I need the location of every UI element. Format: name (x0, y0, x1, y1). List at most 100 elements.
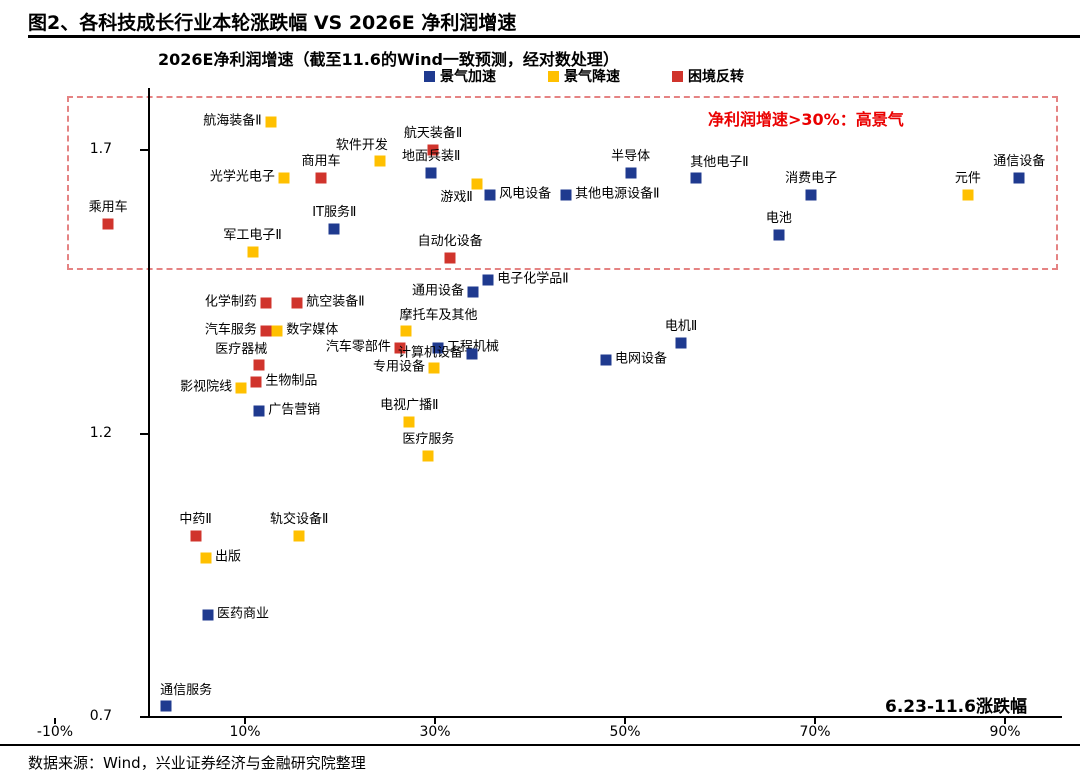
scatter-point (1013, 172, 1025, 184)
x-tick-label: 30% (419, 724, 451, 740)
x-tick-mark (814, 718, 816, 724)
scatter-point-label: 元件 (954, 171, 981, 187)
scatter-point-label: 风电设备 (499, 186, 552, 202)
scatter-point-label: IT服务Ⅱ (312, 205, 357, 221)
scatter-point-label: 电机Ⅱ (664, 318, 698, 334)
scatter-point-label: 商用车 (301, 154, 341, 170)
scatter-point (690, 172, 702, 184)
scatter-point (315, 172, 327, 184)
high-growth-annotation: 净利润增速>30%：高景气 (708, 110, 904, 129)
scatter-point-label: 其他电源设备Ⅱ (575, 186, 660, 202)
scatter-point (962, 189, 974, 201)
scatter-point (271, 325, 283, 337)
scatter-point (444, 252, 456, 264)
scatter-point-label: 化学制药 (204, 294, 257, 310)
scatter-point-label: 影视院线 (180, 379, 233, 395)
title-divider (28, 35, 1080, 38)
scatter-point-label: 军工电子Ⅱ (223, 228, 282, 244)
scatter-point (328, 223, 340, 235)
scatter-point (160, 700, 172, 712)
scatter-point (805, 189, 817, 201)
source-note: 数据来源：Wind，兴业证券经济与金融研究院整理 (28, 754, 366, 772)
scatter-point (484, 189, 496, 201)
scatter-point-label: 工程机械 (446, 339, 499, 355)
scatter-point-label: 出版 (215, 549, 242, 565)
scatter-point (466, 348, 478, 360)
legend-item: 景气降速 (548, 66, 620, 86)
scatter-point (260, 297, 272, 309)
scatter-point (102, 218, 114, 230)
x-tick-mark (244, 718, 246, 724)
y-tick-label: 1.7 (89, 141, 112, 157)
scatter-point (427, 144, 439, 156)
scatter-point (202, 609, 214, 621)
scatter-point (293, 530, 305, 542)
scatter-point (773, 229, 785, 241)
y-tick-label: 1.2 (89, 424, 112, 441)
scatter-point (422, 450, 434, 462)
scatter-point-label: 中药Ⅱ (179, 511, 212, 527)
legend-label: 景气加速 (440, 69, 496, 85)
y-tick-mark (140, 432, 148, 435)
scatter-point-label: 轨交设备Ⅱ (269, 511, 329, 527)
scatter-point-label: 数字媒体 (286, 322, 339, 338)
scatter-point-label: 航空装备Ⅱ (306, 294, 365, 310)
scatter-point (260, 325, 272, 337)
scatter-point-label: 自动化设备 (417, 233, 483, 249)
x-axis-line (148, 716, 1062, 718)
scatter-point-label: 通信服务 (160, 682, 213, 698)
scatter-point-label: 摩托车及其他 (399, 308, 478, 324)
scatter-point-label: 其他电子Ⅱ (690, 155, 749, 171)
scatter-point (235, 382, 247, 394)
scatter-point-label: 医疗服务 (402, 432, 455, 448)
y-tick-mark (140, 149, 148, 151)
scatter-point (425, 167, 437, 179)
scatter-point-label: 光学光电子 (209, 169, 275, 185)
scatter-point (403, 416, 415, 428)
scatter-point (253, 359, 265, 371)
scatter-point (432, 342, 444, 354)
scatter-point-label: 地面兵装Ⅱ (401, 148, 461, 164)
scatter-point-label: 通用设备 (411, 283, 464, 299)
scatter-point-label: 广告营销 (268, 402, 321, 418)
x-tick-label: -10% (36, 724, 74, 740)
y-axis-line (148, 88, 150, 718)
scatter-point-label: 专用设备 (373, 359, 426, 375)
scatter-point-label: 乘用车 (88, 199, 128, 215)
y-axis-title: 2026E净利润增速（截至11.6的Wind一致预测，经对数处理） (158, 50, 619, 69)
legend-item: 景气加速 (424, 66, 496, 86)
scatter-point-label: 半导体 (611, 148, 651, 164)
scatter-point-label: 电子化学品Ⅱ (497, 271, 569, 287)
legend-swatch-icon (672, 70, 683, 82)
scatter-point-label: 汽车零部件 (325, 339, 391, 355)
x-tick-label: 70% (799, 724, 831, 740)
legend: 景气加速 景气降速 困境反转 (424, 66, 744, 86)
high-growth-region-box (67, 96, 1058, 270)
x-axis-title: 6.23-11.6涨跌幅 (885, 697, 1027, 717)
x-tick-mark (624, 718, 626, 724)
scatter-point-label: 航天装备Ⅱ (403, 126, 463, 142)
legend-label: 景气降速 (564, 69, 620, 85)
legend-item: 困境反转 (672, 66, 744, 86)
scatter-point (253, 405, 265, 417)
scatter-point-label: 医药商业 (216, 606, 269, 622)
scatter-point-label: 医疗器械 (215, 342, 268, 358)
scatter-point (428, 362, 440, 374)
x-tick-mark (54, 718, 56, 724)
legend-label: 困境反转 (688, 69, 744, 85)
scatter-point-label: 航海装备Ⅱ (203, 113, 262, 129)
scatter-point-label: 电网设备 (615, 351, 668, 367)
scatter-point (467, 286, 479, 298)
x-tick-label: 50% (609, 724, 641, 740)
x-tick-mark (1004, 718, 1006, 724)
scatter-point (560, 189, 572, 201)
scatter-point-label: 电池 (765, 211, 792, 227)
scatter-point (394, 342, 406, 354)
scatter-point (250, 376, 262, 388)
scatter-point (600, 354, 612, 366)
scatter-point-label: 通信设备 (993, 154, 1046, 170)
legend-swatch-icon (548, 70, 559, 82)
scatter-point-label: 生物制品 (265, 374, 318, 389)
y-tick-mark (140, 716, 148, 718)
